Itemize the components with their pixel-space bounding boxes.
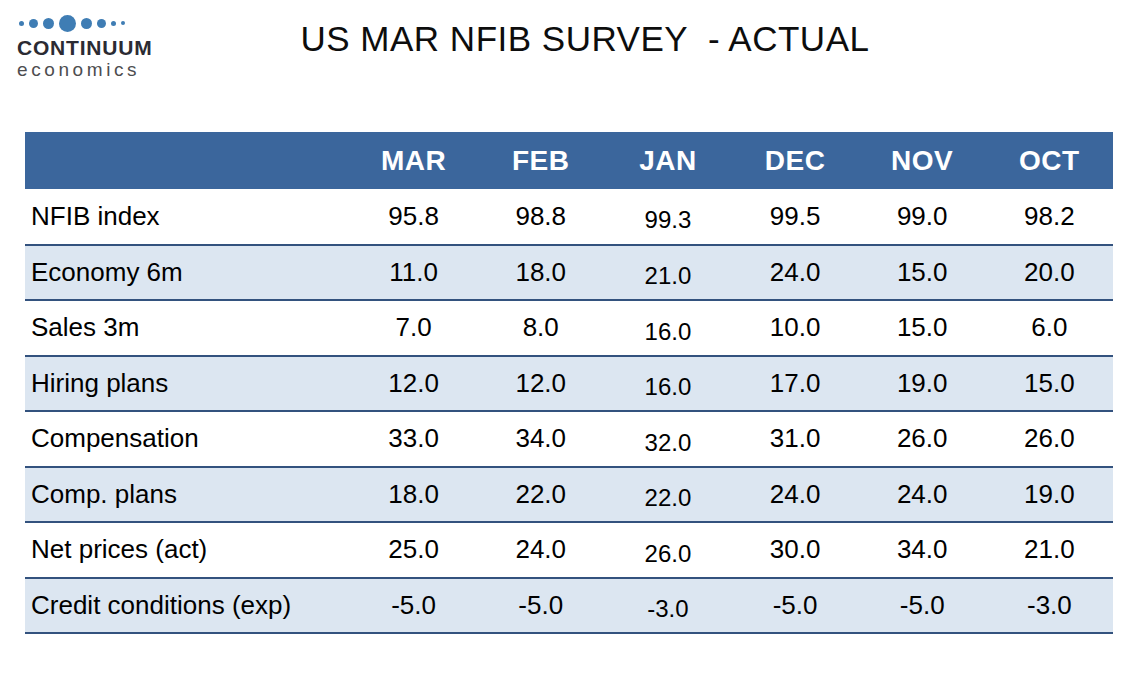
cell-oct: 98.2 (986, 189, 1113, 245)
cell-dec: 99.5 (731, 189, 858, 245)
cell-nov: -5.0 (859, 578, 986, 634)
cell-value: 16.0 (645, 373, 692, 401)
cell-dec: -5.0 (731, 578, 858, 634)
row-label: Sales 3m (25, 300, 350, 356)
cell-nov: 34.0 (859, 522, 986, 578)
cell-mar: 7.0 (350, 300, 477, 356)
page-title: US MAR NFIB SURVEY - ACTUAL (0, 19, 1134, 59)
cell-jan: 26.0 (604, 522, 731, 578)
table-body: NFIB index95.898.899.399.599.098.2Econom… (25, 189, 1113, 633)
cell-value: 32.0 (645, 429, 692, 457)
table-row: Hiring plans12.012.016.017.019.015.0 (25, 356, 1113, 412)
cell-value: -3.0 (647, 595, 688, 623)
cell-feb: 22.0 (477, 467, 604, 523)
nfib-survey-table: MARFEBJANDECNOVOCT NFIB index95.898.8 99.… (25, 132, 1113, 634)
cell-oct: -3.0 (986, 578, 1113, 634)
table-row: Economy 6m11.018.0 21.0 24.015.020.0 (25, 245, 1113, 301)
cell-mar: 11.0 (350, 245, 477, 301)
cell-value: 26.0 (645, 540, 692, 568)
cell-value: 21.0 (645, 262, 692, 290)
cell-oct: 20.0 (986, 245, 1113, 301)
cell-feb: 34.0 (477, 411, 604, 467)
cell-mar: -5.0 (350, 578, 477, 634)
cell-dec: 30.0 (731, 522, 858, 578)
table-row: Comp. plans18.022.022.024.024.019.0 (25, 467, 1113, 523)
cell-mar: 25.0 (350, 522, 477, 578)
cell-nov: 19.0 (859, 356, 986, 412)
column-header-mar: MAR (350, 132, 477, 189)
cell-mar: 18.0 (350, 467, 477, 523)
cell-jan: 16.0 (604, 356, 731, 412)
cell-feb: 18.0 (477, 245, 604, 301)
cell-mar: 95.8 (350, 189, 477, 245)
cell-jan: 99.3 (604, 189, 731, 245)
cell-oct: 21.0 (986, 522, 1113, 578)
cell-value: 22.0 (645, 484, 692, 512)
row-label: Credit conditions (exp) (25, 578, 350, 634)
cell-dec: 31.0 (731, 411, 858, 467)
cell-dec: 17.0 (731, 356, 858, 412)
table-row: Sales 3m7.08.0 16.0 10.015.06.0 (25, 300, 1113, 356)
cell-jan: -3.0 (604, 578, 731, 634)
row-label: Comp. plans (25, 467, 350, 523)
row-label: NFIB index (25, 189, 350, 245)
cell-jan: 22.0 (604, 467, 731, 523)
table-row: Net prices (act)25.024.0 26.0 30.034.021.0 (25, 522, 1113, 578)
cell-feb: -5.0 (477, 578, 604, 634)
cell-mar: 33.0 (350, 411, 477, 467)
cell-oct: 19.0 (986, 467, 1113, 523)
row-label: Hiring plans (25, 356, 350, 412)
cell-nov: 26.0 (859, 411, 986, 467)
cell-nov: 15.0 (859, 245, 986, 301)
row-label-header (25, 132, 350, 189)
row-label: Compensation (25, 411, 350, 467)
cell-dec: 24.0 (731, 467, 858, 523)
column-header-jan: JAN (604, 132, 731, 189)
table-row: Credit conditions (exp)-5.0-5.0-3.0-5.0-… (25, 578, 1113, 634)
cell-feb: 12.0 (477, 356, 604, 412)
cell-feb: 24.0 (477, 522, 604, 578)
cell-nov: 15.0 (859, 300, 986, 356)
cell-nov: 24.0 (859, 467, 986, 523)
cell-feb: 8.0 (477, 300, 604, 356)
table-header: MARFEBJANDECNOVOCT (25, 132, 1113, 189)
cell-value: 99.3 (645, 206, 692, 234)
page: CONTINUUM economics US MAR NFIB SURVEY -… (0, 0, 1134, 680)
table-header-row: MARFEBJANDECNOVOCT (25, 132, 1113, 189)
column-header-nov: NOV (859, 132, 986, 189)
row-label: Net prices (act) (25, 522, 350, 578)
column-header-feb: FEB (477, 132, 604, 189)
cell-oct: 6.0 (986, 300, 1113, 356)
cell-dec: 10.0 (731, 300, 858, 356)
cell-feb: 98.8 (477, 189, 604, 245)
logo-subtitle: economics (17, 59, 157, 81)
cell-nov: 99.0 (859, 189, 986, 245)
cell-oct: 15.0 (986, 356, 1113, 412)
cell-jan: 21.0 (604, 245, 731, 301)
cell-mar: 12.0 (350, 356, 477, 412)
cell-oct: 26.0 (986, 411, 1113, 467)
row-label: Economy 6m (25, 245, 350, 301)
cell-jan: 16.0 (604, 300, 731, 356)
cell-jan: 32.0 (604, 411, 731, 467)
column-header-dec: DEC (731, 132, 858, 189)
column-header-oct: OCT (986, 132, 1113, 189)
table-row: NFIB index95.898.8 99.3 99.599.098.2 (25, 189, 1113, 245)
cell-dec: 24.0 (731, 245, 858, 301)
table-row: Compensation33.034.032.031.026.026.0 (25, 411, 1113, 467)
cell-value: 16.0 (645, 318, 692, 346)
